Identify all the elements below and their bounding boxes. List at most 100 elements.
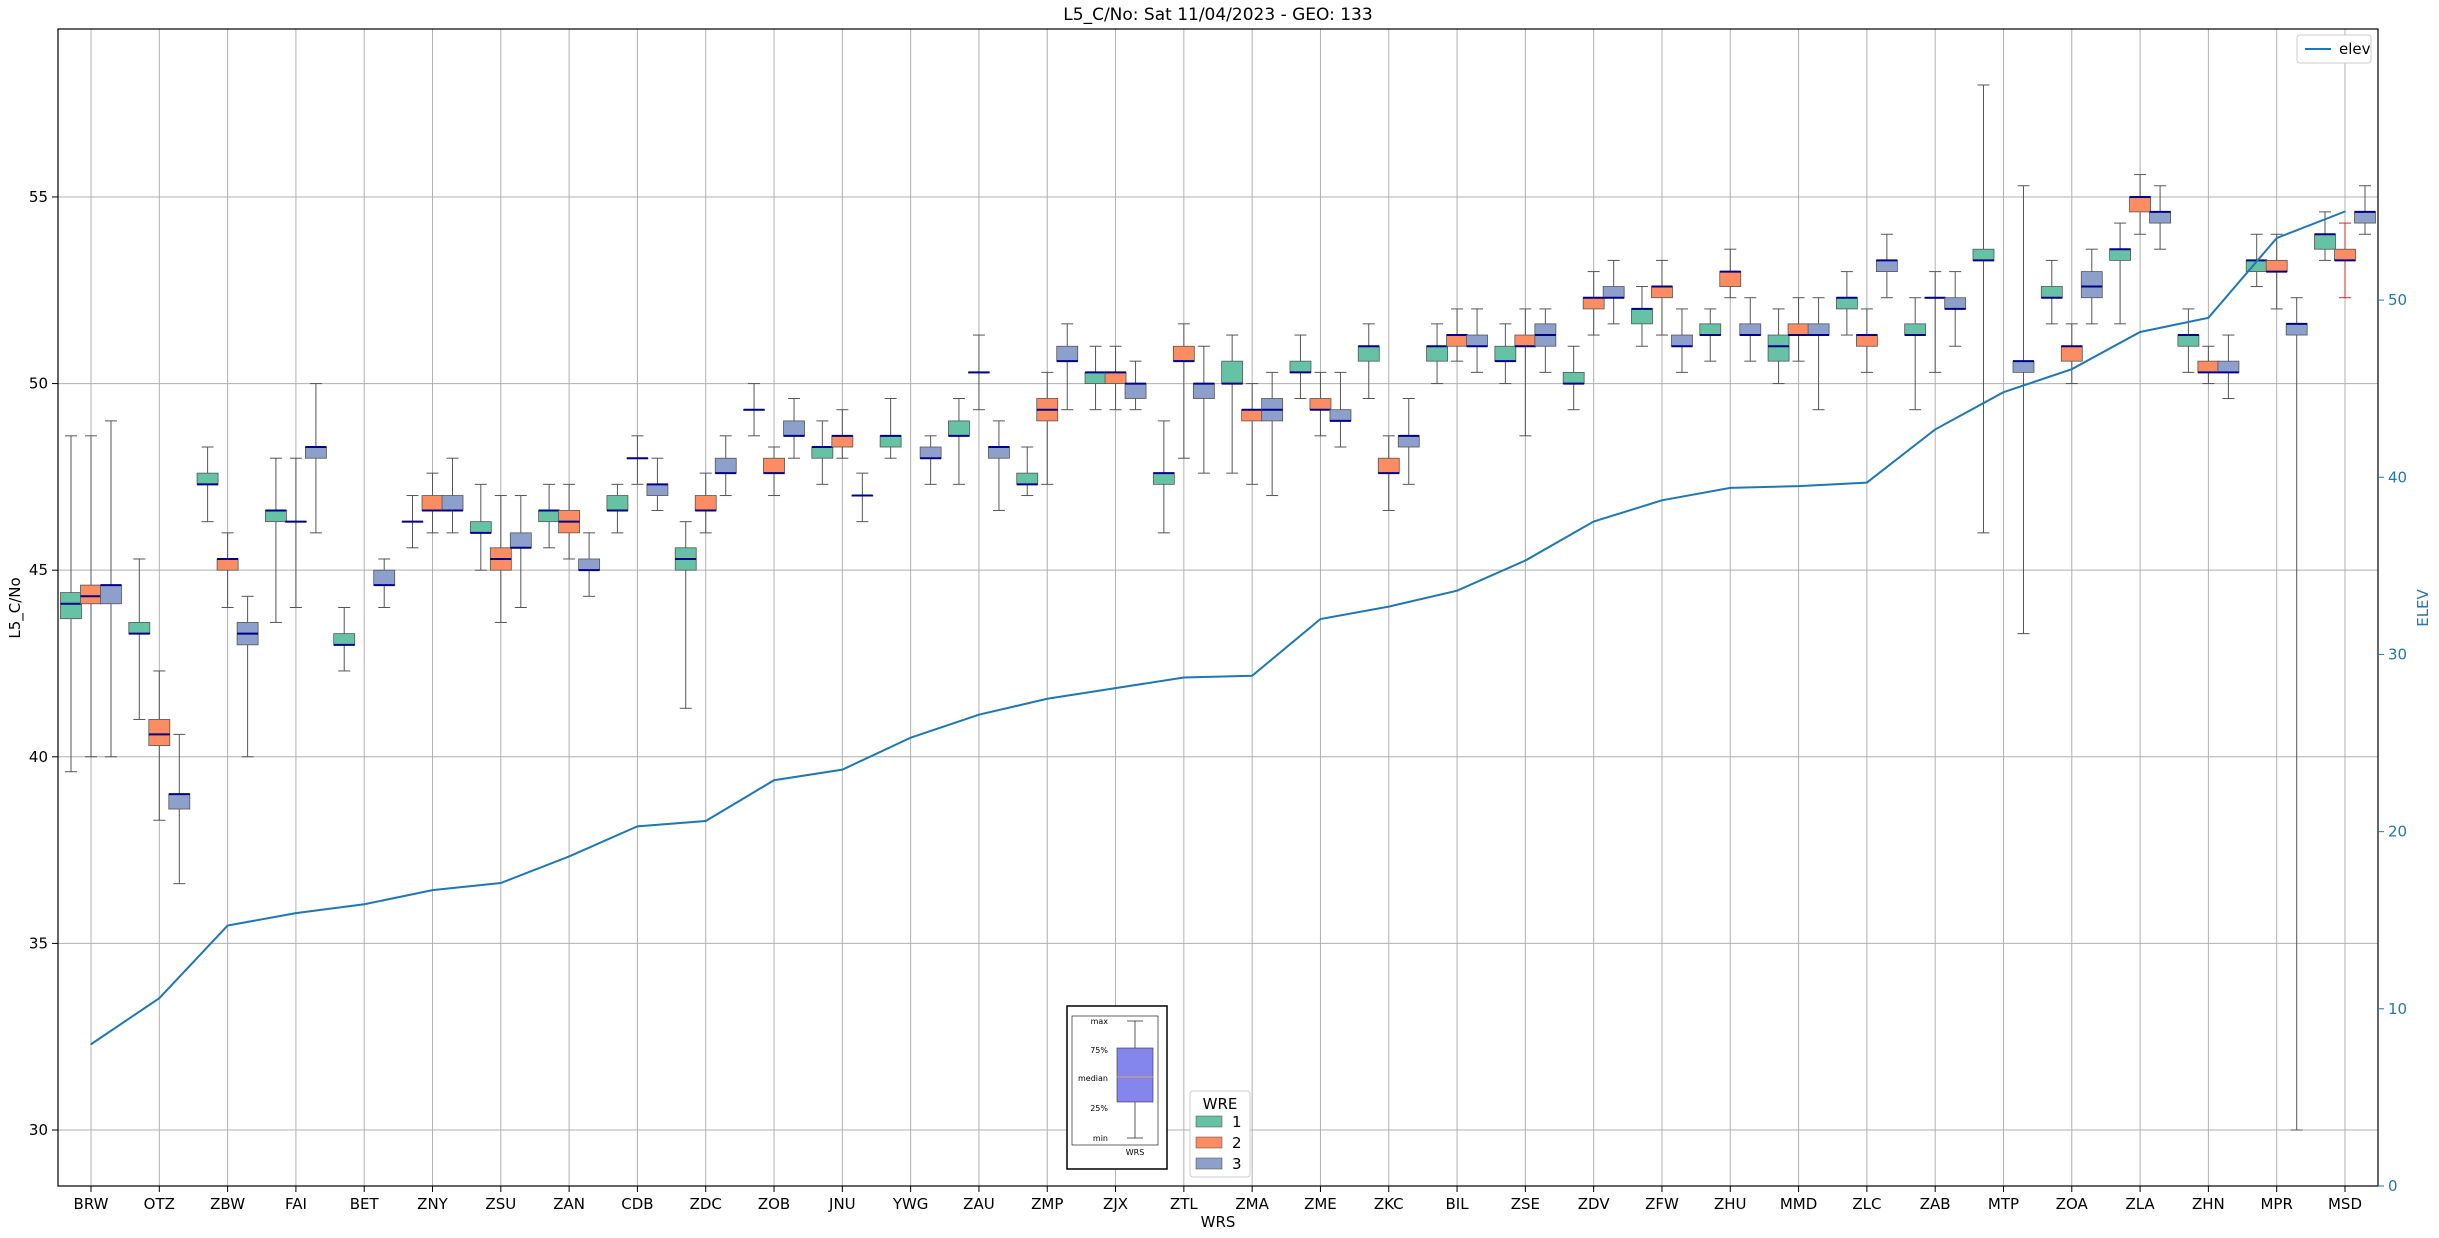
x-tick-label: MPR (2260, 1195, 2292, 1213)
box-iqr (1466, 334, 1488, 347)
elev-point (909, 736, 912, 739)
elev-point (2275, 237, 2278, 239)
box-zjx-wre3 (1124, 360, 1147, 411)
box-bet-wre3 (373, 558, 396, 608)
y-tick-label: 45 (29, 561, 48, 579)
box-zme-wre1 (1289, 334, 1312, 399)
box-iqr (919, 446, 942, 459)
x-tick-label: ZFW (1645, 1195, 1679, 1213)
box-mpr-wre3 (2285, 297, 2308, 1131)
elev-point (90, 1043, 92, 1046)
x-tick-label: ZMA (1235, 1195, 1269, 1213)
box-ztl-wre2 (1172, 323, 1195, 459)
x-tick-label: FAI (285, 1195, 307, 1213)
box-jnu-wre3 (851, 472, 874, 523)
box-zny-wre3 (441, 457, 464, 534)
x-tick-label: ZAN (553, 1195, 585, 1213)
box-iqr (1221, 360, 1244, 384)
box-iqr (714, 457, 737, 474)
box-zse-wre1 (1494, 323, 1517, 385)
box-iqr (148, 719, 171, 746)
elev-point (226, 924, 229, 927)
box-zhn-wre1 (2177, 308, 2200, 373)
box-iqr (2334, 248, 2356, 261)
box-otz-wre1 (128, 558, 151, 720)
x-tick-label: ZSU (485, 1195, 516, 1213)
box-iqr (2285, 323, 2308, 336)
box-iqr (1329, 409, 1352, 422)
x-tick-label: ZDC (690, 1195, 722, 1213)
elev-point (2002, 391, 2005, 394)
box-iqr (509, 532, 532, 549)
box-iqr (1671, 334, 1693, 347)
elev-point (1592, 520, 1595, 523)
elev-point (2344, 210, 2346, 213)
elev-point (158, 997, 161, 999)
box-iqr (2040, 286, 2063, 299)
key-box (1116, 1047, 1154, 1103)
box-iqr (2177, 334, 2200, 347)
box-zsu-wre1 (469, 483, 492, 571)
box-iqr (2060, 345, 2083, 362)
elev-point (1797, 485, 1800, 487)
y2-tick-label: 30 (2388, 645, 2407, 663)
box-zdv-wre2 (1582, 271, 1605, 336)
box-iqr (1767, 334, 1790, 362)
box-iqr (1289, 360, 1312, 373)
box-iqr (2217, 360, 2240, 373)
key-label-min: min (1093, 1134, 1108, 1143)
wre-legend-swatch-1 (1195, 1115, 1223, 1128)
box-iqr (1875, 259, 1898, 272)
box-iqr (811, 446, 834, 459)
box-iqr (988, 446, 1010, 459)
elev-point (363, 903, 366, 906)
box-iqr (1835, 297, 1858, 310)
key-label-q3: 75% (1090, 1046, 1108, 1055)
box-zny-wre1 (401, 495, 424, 549)
box-iqr (2197, 360, 2220, 373)
elev-point (1729, 487, 1732, 489)
box-zhn-wre3 (2217, 334, 2240, 399)
box-cdb-wre3 (646, 457, 669, 511)
box-iqr (763, 457, 785, 474)
box-zbw-wre1 (196, 446, 219, 523)
box-iqr (2109, 248, 2131, 261)
x-tick-label: BRW (74, 1195, 109, 1213)
box-iqr (948, 420, 970, 437)
box-zob-wre3 (783, 397, 805, 459)
box-iqr (128, 622, 151, 635)
x-tick-label: BIL (1446, 1195, 1470, 1213)
box-msd-wre3 (2354, 185, 2376, 235)
box-iqr (421, 495, 444, 511)
x-tick-label: ZOB (758, 1195, 790, 1213)
wre-legend-label-2: 2 (1232, 1134, 1242, 1152)
y2-tick-label: 50 (2388, 291, 2407, 309)
box-iqr (2080, 271, 2103, 299)
elev-point (2070, 368, 2073, 370)
grid-lines (58, 29, 2378, 1186)
box-zbw-wre2 (216, 532, 239, 608)
box-zob-wre2 (763, 446, 785, 497)
box-iqr (879, 435, 902, 448)
key-label-q1: 25% (1090, 1104, 1108, 1113)
elev-point (704, 820, 707, 822)
box-iqr (2265, 259, 2288, 272)
box-zdc-wre3 (714, 435, 737, 497)
box-iqr (216, 558, 239, 571)
box-iqr (1944, 297, 1967, 310)
box-zoa-wre3 (2080, 248, 2103, 325)
box-zjx-wre2 (1104, 345, 1127, 411)
box-iqr (60, 592, 82, 620)
box-zoa-wre1 (2040, 259, 2063, 325)
elev-point (978, 713, 980, 716)
box-brw-wre3 (100, 420, 122, 758)
box-fai-wre3 (305, 383, 327, 534)
x-tick-label: JNU (828, 1195, 856, 1213)
y-tick-label: 30 (29, 1121, 48, 1139)
box-brw-wre2 (80, 435, 102, 758)
box-iqr (1152, 472, 1175, 485)
box-zan-wre3 (578, 532, 601, 597)
box-otz-wre2 (148, 670, 171, 821)
box-iqr (1972, 248, 1995, 261)
